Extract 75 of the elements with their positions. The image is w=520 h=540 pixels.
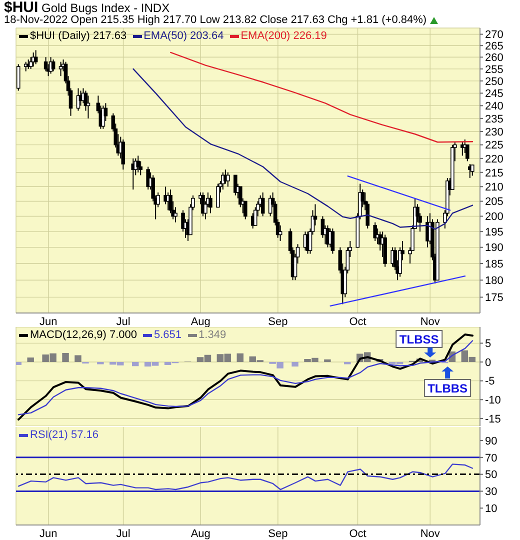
legend-label: 5.651 <box>153 329 182 341</box>
bar <box>62 352 69 362</box>
candlestick <box>373 222 377 242</box>
y-tick-label: -5 <box>485 376 495 388</box>
bar <box>74 355 82 362</box>
candlestick <box>34 50 38 65</box>
chart-title: $HUI Gold Bugs Index - INDX <box>4 0 170 16</box>
y-tick-label: 260 <box>485 52 504 64</box>
x-tick-label: Oct <box>349 528 366 540</box>
y-tick-label: 245 <box>485 88 504 100</box>
line-series <box>18 464 474 490</box>
legend-label: $HUI (Daily) 217.63 <box>29 30 127 42</box>
line-series <box>170 52 474 143</box>
chart-subtitle: 18-Nov-2022 Open 215.35 High 217.70 Low 213.82 Close 217.63 Chg +1.81 (+0.84%) <box>4 14 427 26</box>
candlestick <box>234 174 238 196</box>
x-tick-label: Jun <box>40 316 58 328</box>
x-tick-label: Aug <box>190 528 210 540</box>
bar <box>236 353 244 362</box>
bar <box>292 362 298 367</box>
y-tick-label: 70 <box>485 452 498 464</box>
x-tick-label: Sep <box>268 528 288 540</box>
annotation: TLBBS <box>428 382 468 396</box>
candlestick <box>243 200 248 220</box>
y-tick-label: 5 <box>485 338 492 350</box>
candlestick <box>470 164 474 176</box>
y-tick-label: 195 <box>485 226 504 238</box>
y-tick-label: 205 <box>485 196 504 208</box>
x-tick-label: Jul <box>116 528 130 540</box>
bar <box>16 362 22 366</box>
y-tick-label: 230 <box>485 126 504 138</box>
candlestick <box>16 64 20 92</box>
y-tick-label: 185 <box>485 258 504 270</box>
legend-label: EMA(50) 203.64 <box>142 30 224 42</box>
y-tick-label: 210 <box>485 182 504 194</box>
x-tick-label: Aug <box>190 316 210 328</box>
y-tick-label: 250 <box>485 76 504 88</box>
y-tick-label: 180 <box>485 275 504 288</box>
bar <box>27 357 34 362</box>
x-tick-label: Oct <box>349 316 366 328</box>
y-tick-label: 90 <box>485 435 498 448</box>
y-tick-label: 265 <box>485 40 504 52</box>
y-tick-label: 225 <box>485 140 504 152</box>
y-tick-label: 255 <box>485 64 504 76</box>
legend-label: RSI(21) 57.16 <box>29 429 98 441</box>
y-tick-label: 10 <box>485 503 498 516</box>
candlestick <box>136 155 140 173</box>
bar <box>132 362 139 366</box>
y-tick-label: 240 <box>485 100 504 113</box>
y-tick-label: -15 <box>485 413 501 426</box>
candlestick <box>28 56 33 70</box>
candlestick <box>121 138 126 170</box>
annotation: TLBSS <box>399 332 439 346</box>
legend-label: EMA(200) 226.19 <box>240 30 327 42</box>
x-tick-label: Nov <box>420 528 440 540</box>
legend-label: MACD(12,26,9) 7.000 <box>29 329 137 341</box>
y-tick-label: 175 <box>485 292 504 304</box>
y-tick-label: 190 <box>485 242 504 254</box>
y-tick-label: 200 <box>485 211 504 224</box>
x-tick-label: Jun <box>40 528 58 540</box>
candlestick <box>226 172 230 188</box>
x-tick-label: Sep <box>268 316 288 328</box>
y-tick-label: 235 <box>485 113 504 126</box>
y-tick-label: 0 <box>485 356 492 369</box>
legend-label: 1.349 <box>198 329 226 341</box>
bar <box>324 359 331 362</box>
y-tick-label: 30 <box>485 486 498 498</box>
y-tick-label: 50 <box>485 469 498 482</box>
y-tick-label: 220 <box>485 153 504 166</box>
y-tick-label: 215 <box>485 167 504 180</box>
x-tick-label: Nov <box>420 316 440 328</box>
y-tick-label: 270 <box>485 29 504 42</box>
x-tick-label: Jul <box>116 316 130 328</box>
candlestick <box>216 183 220 208</box>
y-tick-label: -10 <box>485 394 501 407</box>
candlestick <box>51 58 56 72</box>
